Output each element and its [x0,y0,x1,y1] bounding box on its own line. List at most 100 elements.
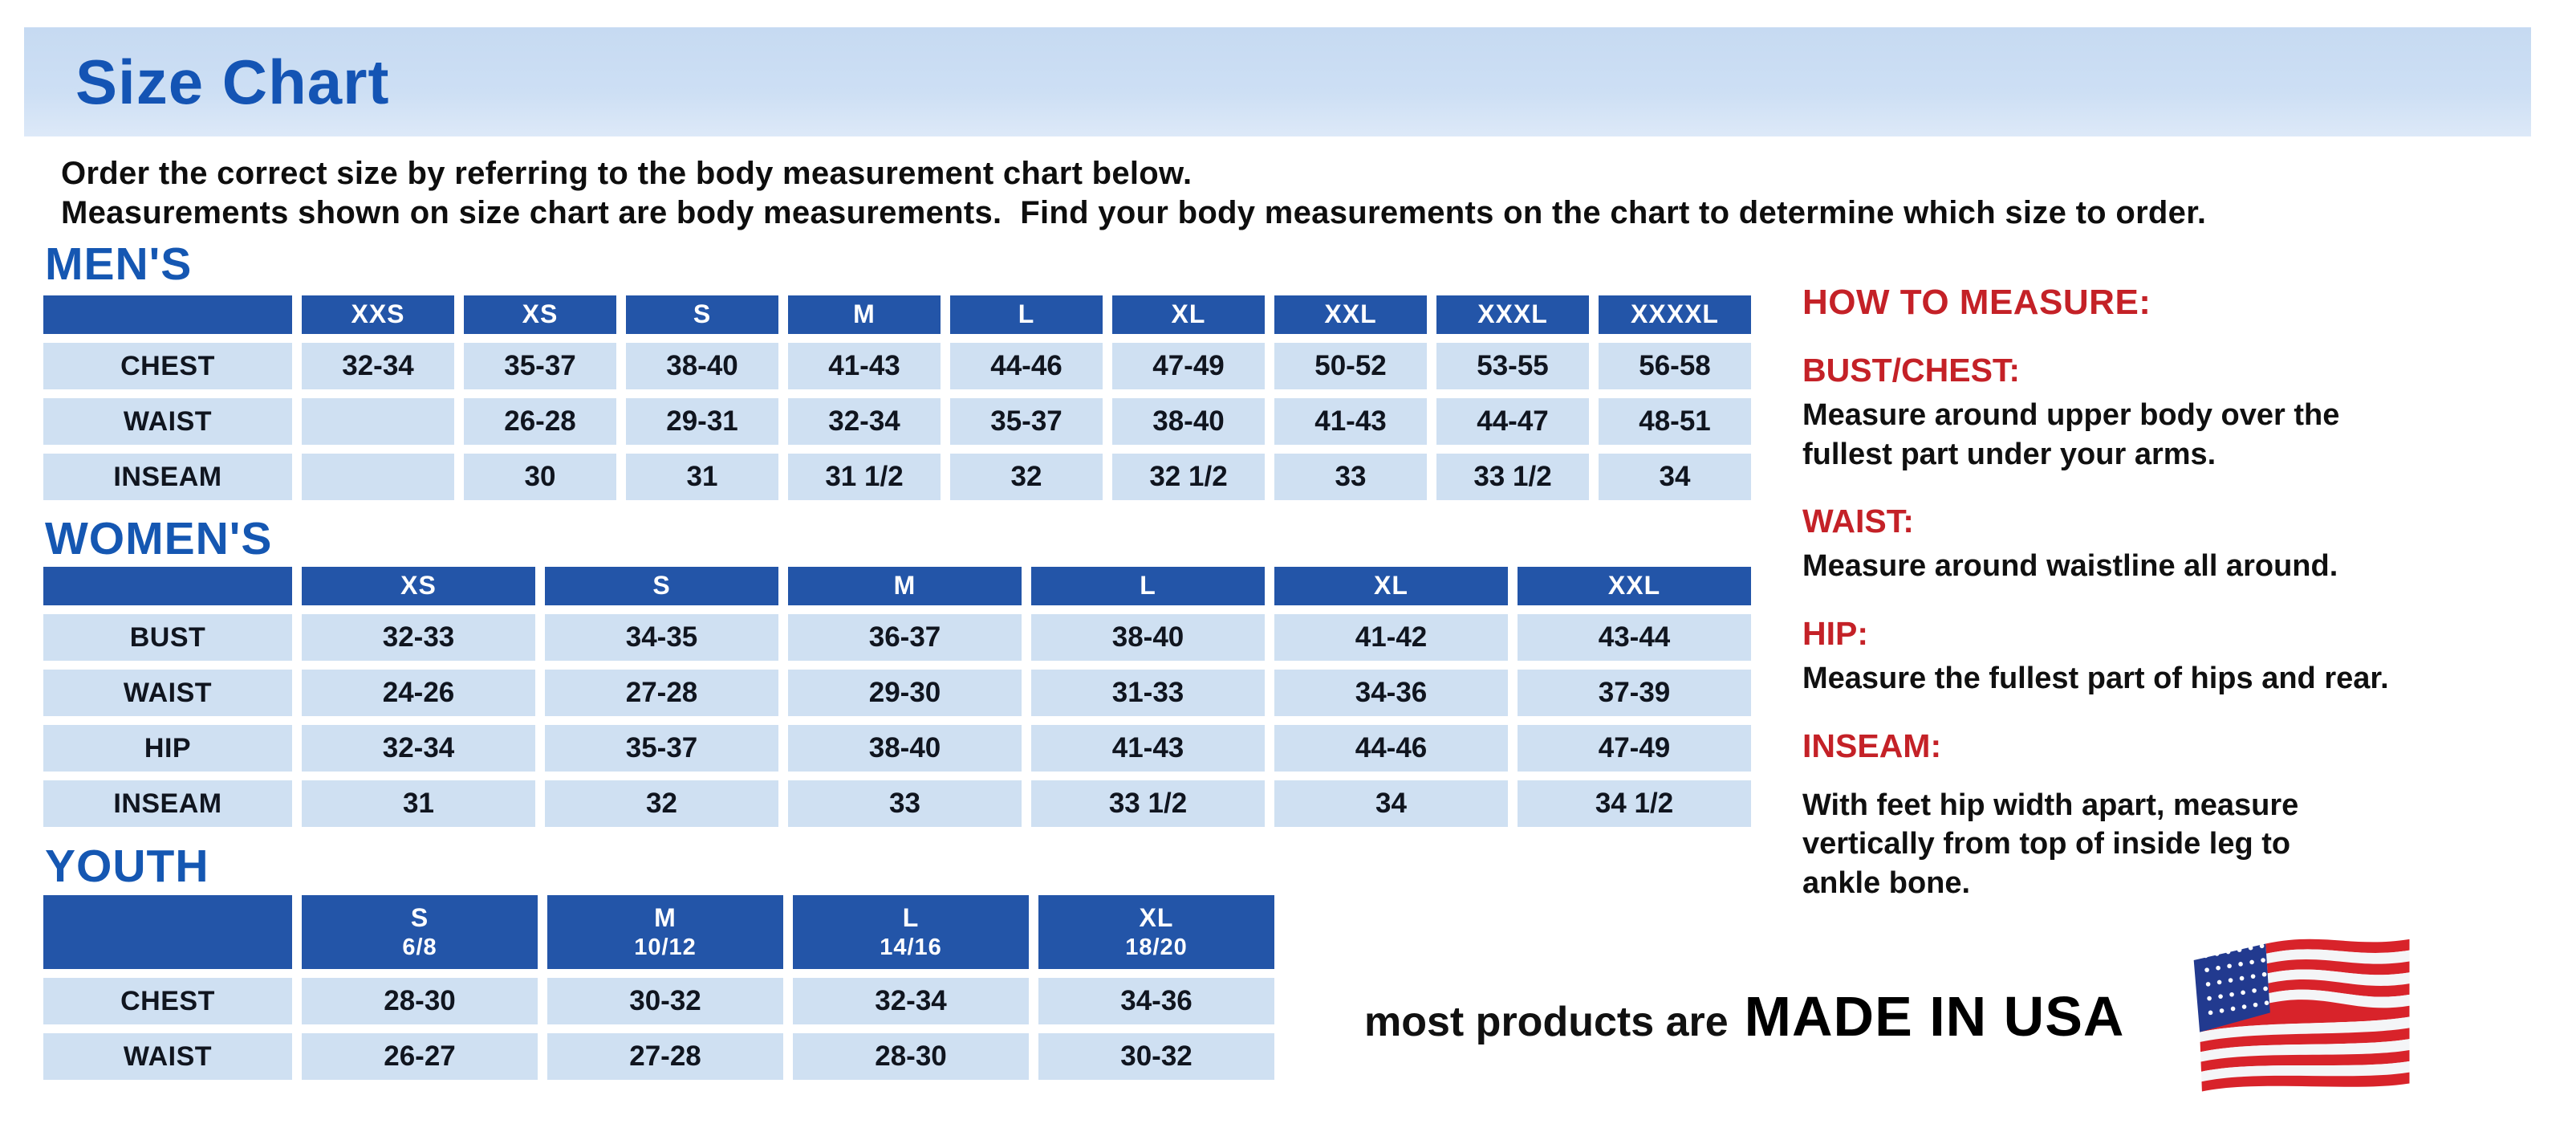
measure-text-line: Measure the fullest part of hips and rea… [1802,661,2389,695]
value-cell: 47-49 [1112,343,1265,389]
intro-line-2: Measurements shown on size chart are bod… [61,195,2207,230]
measure-text-line: With feet hip width apart, measure [1802,788,2299,822]
value-cell: 38-40 [1031,614,1265,661]
row-label-cell: CHEST [43,343,292,389]
row-label-cell: INSEAM [43,780,292,827]
value-cell: 32-34 [788,398,941,445]
corner-header-cell [43,895,292,969]
size-column-header: XXL [1274,295,1427,334]
value-cell: 24-26 [302,670,535,716]
mens-section-heading: MEN'S [45,238,193,290]
youth-section-heading: YOUTH [45,841,209,892]
value-cell: 37-39 [1518,670,1751,716]
measure-label-waist: WAIST: [1802,503,1914,540]
value-cell: 33 1/2 [1031,780,1265,827]
size-column-header: XXXL [1436,295,1589,334]
value-cell: 47-49 [1518,725,1751,772]
row-label-cell: INSEAM [43,454,292,500]
row-label-cell: WAIST [43,398,292,445]
mens-size-table: XXS XS S M L XL XXL XXXL XXXXL CHEST 32-34 35-37 38-… [43,295,1751,500]
value-cell: 32 [950,454,1103,500]
size-column-header: XL [1274,567,1508,605]
value-cell: 30-32 [547,978,783,1024]
flag-canton [2193,943,2270,1032]
value-cell: 32-34 [302,725,535,772]
value-cell: 31 1/2 [788,454,941,500]
value-cell: 38-40 [626,343,778,389]
value-cell: 34-36 [1274,670,1508,716]
value-cell: 26-28 [464,398,616,445]
measure-text-line: ankle bone. [1802,865,1971,900]
value-cell: 35-37 [950,398,1103,445]
made-in-usa-prefix: most products are [1364,999,1729,1045]
value-cell [302,398,454,445]
value-cell: 36-37 [788,614,1022,661]
page-header-banner: Size Chart [24,27,2531,136]
value-cell: 32-34 [793,978,1029,1024]
value-cell: 31 [626,454,778,500]
intro-line-1: Order the correct size by referring to t… [61,156,1193,191]
value-cell: 44-47 [1436,398,1589,445]
row-label-cell: HIP [43,725,292,772]
made-in-usa-note: most products are MADE IN USA [1364,984,2124,1049]
value-cell: 30-32 [1038,1033,1274,1080]
value-cell: 34 1/2 [1518,780,1751,827]
row-label-cell: CHEST [43,978,292,1024]
row-label-cell: BUST [43,614,292,661]
value-cell: 30 [464,454,616,500]
measure-text-line: vertically from top of inside leg to [1802,827,2291,861]
value-cell: 44-46 [950,343,1103,389]
size-column-header: XXS [302,295,454,334]
measure-section-inseam: INSEAM: With feet hip width apart, measu… [1802,727,2573,903]
row-label-cell: WAIST [43,670,292,716]
value-cell: 34-35 [545,614,778,661]
measure-text-line: fullest part under your arms. [1802,437,2216,471]
value-cell: 43-44 [1518,614,1751,661]
value-cell: 56-58 [1599,343,1751,389]
value-cell: 33 [788,780,1022,827]
measure-section-hip: HIP: Measure the fullest part of hips an… [1802,615,2573,698]
corner-header-cell [43,567,292,605]
value-cell: 35-37 [545,725,778,772]
size-column-header: M 10/12 [547,895,783,969]
value-cell: 26-27 [302,1033,538,1080]
measure-label-bust-chest: BUST/CHEST: [1802,352,2021,389]
value-cell: 35-37 [464,343,616,389]
value-cell: 29-31 [626,398,778,445]
size-column-header: L [950,295,1103,334]
value-cell: 29-30 [788,670,1022,716]
value-cell: 41-43 [1274,398,1427,445]
value-cell: 32-34 [302,343,454,389]
measure-section-bust-chest: BUST/CHEST: Measure around upper body ov… [1802,352,2573,474]
size-column-header: M [788,567,1022,605]
value-cell: 28-30 [302,978,538,1024]
size-column-header: XS [464,295,616,334]
value-cell: 41-43 [1031,725,1265,772]
how-to-measure-heading: HOW TO MEASURE: [1802,283,2151,322]
value-cell: 32-33 [302,614,535,661]
value-cell: 41-42 [1274,614,1508,661]
measure-label-hip: HIP: [1802,614,1868,652]
value-cell: 41-43 [788,343,941,389]
womens-section-heading: WOMEN'S [45,513,273,564]
corner-header-cell [43,295,292,334]
value-cell [302,454,454,500]
size-column-header: XXXXL [1599,295,1751,334]
size-column-header: L [1031,567,1265,605]
size-column-header: XS [302,567,535,605]
value-cell: 33 [1274,454,1427,500]
value-cell: 38-40 [1112,398,1265,445]
value-cell: 32 1/2 [1112,454,1265,500]
how-to-measure-panel: HOW TO MEASURE: BUST/CHEST: Measure arou… [1802,283,2573,902]
size-column-header: XL [1112,295,1265,334]
value-cell: 48-51 [1599,398,1751,445]
value-cell: 32 [545,780,778,827]
value-cell: 34 [1274,780,1508,827]
value-cell: 27-28 [547,1033,783,1080]
size-column-header: M [788,295,941,334]
size-column-header: XL 18/20 [1038,895,1274,969]
size-column-header: S 6/8 [302,895,538,969]
row-label-cell: WAIST [43,1033,292,1080]
size-column-header: S [626,295,778,334]
page-title: Size Chart [75,47,390,117]
